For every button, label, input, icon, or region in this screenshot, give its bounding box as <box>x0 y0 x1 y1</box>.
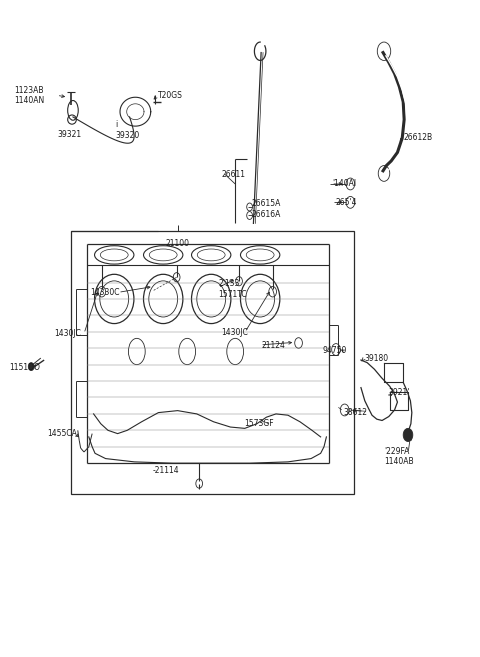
Ellipse shape <box>192 275 231 323</box>
Ellipse shape <box>95 275 134 323</box>
Text: 14330C: 14330C <box>90 288 120 297</box>
Text: 26612B: 26612B <box>403 133 432 143</box>
Text: 26611: 26611 <box>222 170 246 179</box>
Text: '140AI: '140AI <box>332 179 356 189</box>
Text: 39321: 39321 <box>58 130 82 139</box>
Bar <box>71 231 354 494</box>
Text: 38612: 38612 <box>343 408 367 417</box>
Text: 26615A
26616A: 26615A 26616A <box>252 199 281 219</box>
Text: 1573GF: 1573GF <box>244 419 274 428</box>
Text: 1123AB
1140AN: 1123AB 1140AN <box>14 85 45 105</box>
Text: 1430JC: 1430JC <box>221 328 248 337</box>
Text: 265'4: 265'4 <box>336 198 358 207</box>
Text: 21124: 21124 <box>262 341 286 350</box>
Text: '229FA
1140AB: '229FA 1140AB <box>384 447 414 466</box>
Text: T20GS: T20GS <box>158 91 183 100</box>
Text: -21114: -21114 <box>152 466 179 475</box>
Ellipse shape <box>240 275 280 323</box>
Text: 21100: 21100 <box>166 238 190 248</box>
Circle shape <box>28 363 34 371</box>
Text: 94750: 94750 <box>323 346 347 355</box>
Text: 39180: 39180 <box>365 354 389 363</box>
Text: 1430JC: 1430JC <box>54 329 81 338</box>
Text: i
39320: i 39320 <box>115 120 139 140</box>
Text: 2'133
1571TC: 2'133 1571TC <box>218 279 247 299</box>
Text: 1455CA: 1455CA <box>47 429 77 438</box>
Text: 1151DO: 1151DO <box>10 363 40 373</box>
Text: 3921': 3921' <box>389 388 410 397</box>
Ellipse shape <box>144 275 183 323</box>
Circle shape <box>403 428 413 442</box>
